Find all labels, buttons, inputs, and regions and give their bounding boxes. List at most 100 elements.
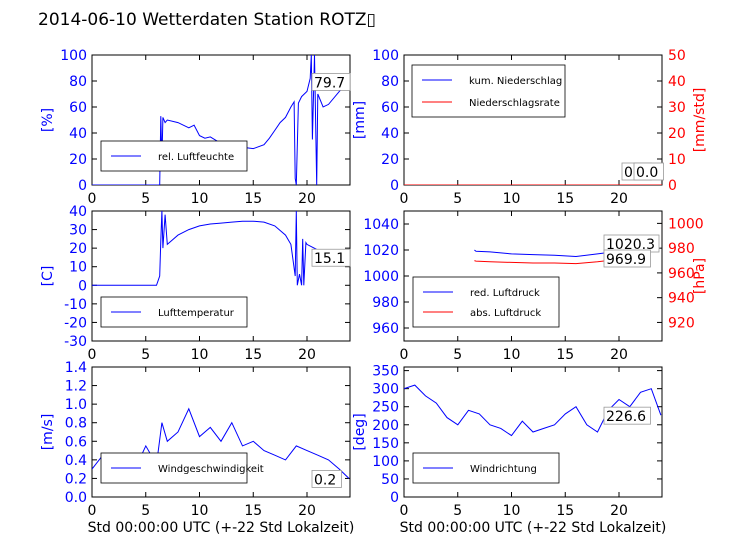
- y2-axis-label: [hPa]: [692, 258, 708, 294]
- x-tick-label: 15: [244, 191, 262, 207]
- x-tick-label: 0: [88, 347, 97, 363]
- end-label-box: [633, 162, 664, 181]
- y-tick-label: 20: [69, 241, 87, 257]
- x-tick-label: 15: [556, 347, 574, 363]
- y-tick-label: 0.4: [65, 453, 87, 469]
- legend-label: red. Luftdruck: [470, 288, 540, 299]
- y-tick-label: 0.0: [65, 490, 87, 506]
- y-tick-label: 1.0: [65, 397, 87, 413]
- y-tick-label: 0: [78, 278, 87, 294]
- panel-humidity: 0 5 10 15 20 0 20 40 60 80 100 [%] 79.7 rel. Luftfeuc…: [40, 48, 351, 207]
- y-tick-label: 20: [69, 152, 87, 168]
- x-tick-label: 10: [191, 191, 209, 207]
- y-tick-label: 30: [69, 223, 87, 239]
- y2-tick-label: 1000: [668, 216, 704, 232]
- legend-label: abs. Luftdruck: [470, 308, 541, 319]
- y-tick-label: 20: [381, 152, 399, 168]
- y-tick-label: 1.2: [65, 379, 87, 395]
- x-tick-label: 5: [141, 503, 150, 519]
- y-tick-label: 10: [69, 260, 87, 276]
- x-tick-label: 20: [298, 347, 316, 363]
- x-tick-label: 5: [141, 191, 150, 207]
- y-tick-label: 200: [372, 418, 399, 434]
- end-value-label: 79.7: [314, 75, 345, 91]
- series-line-0: [92, 211, 349, 286]
- x-tick-label: 10: [503, 503, 521, 519]
- y-tick-label: -10: [64, 297, 87, 313]
- x-tick-label: 15: [244, 503, 262, 519]
- y-tick-label: -20: [64, 315, 87, 331]
- x-tick-label: 20: [610, 503, 628, 519]
- y-tick-label: 350: [372, 364, 399, 380]
- x-tick-label: 10: [503, 191, 521, 207]
- y2-tick-label: 0: [668, 178, 677, 194]
- end-label-box: [311, 248, 351, 267]
- x-tick-label: 15: [244, 347, 262, 363]
- legend-label: Windrichtung: [470, 464, 537, 475]
- y2-tick-label: 30: [668, 100, 686, 116]
- series-line-1: [474, 260, 609, 265]
- legend-label: Windgeschwindigkeit: [158, 464, 264, 475]
- y-tick-label: 0.8: [65, 416, 87, 432]
- y-tick-label: 300: [372, 382, 399, 398]
- end-label-box: [603, 406, 651, 425]
- panel-wind_speed: 0 5 10 15 20 0.0 0.2 0.4 0.6 0.8 1.0 1.2 1.4 [m/s] Std…: [40, 360, 354, 536]
- chart-title: 2014-06-10 Wetterdaten Station ROTZ▯: [38, 10, 376, 30]
- x-tick-label: 10: [191, 503, 209, 519]
- y-tick-label: 960: [372, 321, 399, 337]
- y-tick-label: 0: [390, 490, 399, 506]
- y-tick-label: 60: [381, 100, 399, 116]
- y-tick-label: 0: [78, 178, 87, 194]
- y-axis-label: [m/s]: [40, 414, 56, 451]
- y-tick-label: 1020: [363, 243, 399, 259]
- panel-precipitation: 0 5 10 15 20 0 20 40 60 80 100 0 10 20 30 40 50 [mm] [mm/s…: [352, 48, 708, 207]
- legend-label: Niederschlagsrate: [469, 98, 560, 109]
- x-axis-label: Std 00:00:00 UTC (+-22 Std Lokalzeit): [400, 520, 667, 536]
- y-axis-label: [C]: [40, 266, 56, 287]
- y-tick-label: 250: [372, 400, 399, 416]
- y-tick-label: 1000: [363, 269, 399, 285]
- y-axis-label: [mm]: [352, 101, 368, 139]
- y-tick-label: -30: [64, 334, 87, 350]
- x-tick-label: 0: [400, 503, 409, 519]
- legend-label: Lufttemperatur: [158, 308, 235, 319]
- y-tick-label: 50: [381, 472, 399, 488]
- x-tick-label: 0: [400, 347, 409, 363]
- y-tick-label: 1040: [363, 217, 399, 233]
- legend-box: [411, 64, 566, 118]
- y-tick-label: 100: [60, 48, 87, 64]
- y-tick-label: 80: [381, 74, 399, 90]
- end-label-box: [311, 470, 342, 488]
- end-value-label: 226.6: [606, 409, 646, 425]
- y-tick-label: 980: [372, 295, 399, 311]
- x-tick-label: 20: [610, 347, 628, 363]
- x-tick-label: 5: [453, 503, 462, 519]
- end-label-box: [603, 249, 651, 268]
- x-tick-label: 5: [141, 347, 150, 363]
- x-tick-label: 0: [400, 191, 409, 207]
- legend-label: kum. Niederschlag: [469, 76, 562, 87]
- end-value-label: 0.0: [636, 165, 658, 181]
- end-value-label: 1020.3: [606, 237, 655, 253]
- y-tick-label: 80: [69, 74, 87, 90]
- y2-tick-label: 10: [668, 152, 686, 168]
- y-tick-label: 0.2: [65, 471, 87, 487]
- x-tick-label: 10: [503, 347, 521, 363]
- y-tick-label: 0: [390, 178, 399, 194]
- y2-tick-label: 40: [668, 74, 686, 90]
- x-tick-label: 10: [191, 347, 209, 363]
- x-tick-label: 5: [453, 191, 462, 207]
- y2-axis-label: [mm/std]: [692, 88, 708, 153]
- y2-tick-label: 920: [668, 315, 695, 331]
- end-value-label: 0.2: [314, 472, 336, 488]
- panel-pressure: 0 5 10 15 20 960 980 1000 1020 1040 920 940 960 980 10…: [363, 210, 708, 363]
- legend-label: rel. Luftfeuchte: [158, 152, 234, 163]
- y-tick-label: 40: [381, 126, 399, 142]
- x-tick-label: 15: [556, 503, 574, 519]
- y2-tick-label: 960: [668, 266, 695, 282]
- panel-temperature: 0 5 10 15 20 -30 -20 -10 0 10 20 30 40 [C] 15.1 Lufttem…: [40, 204, 351, 363]
- x-tick-label: 20: [298, 191, 316, 207]
- y2-tick-label: 50: [668, 48, 686, 64]
